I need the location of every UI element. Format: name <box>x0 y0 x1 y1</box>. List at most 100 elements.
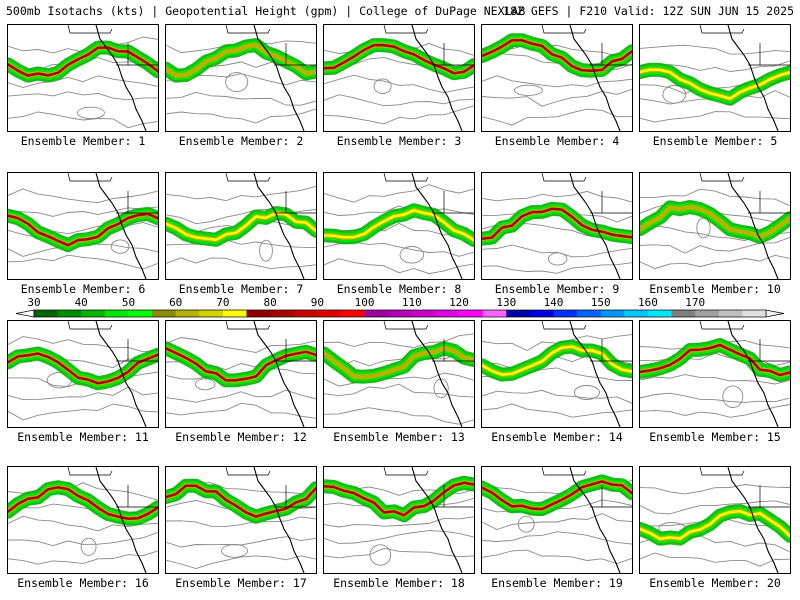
jet-core-isotach <box>166 43 316 77</box>
height-contour <box>324 372 474 387</box>
ensemble-member-label: Ensemble Member: 7 <box>178 282 304 296</box>
height-contour <box>640 374 790 385</box>
closed-height-contour <box>513 84 543 96</box>
colorbar-graphic: 30 40 50 60 70 80 90 100 110 120 130 140 150 160 170 <box>15 296 785 318</box>
colorbar-bin <box>742 310 767 317</box>
height-contour <box>8 254 158 270</box>
colorbar-min-arrow <box>15 309 35 318</box>
colorbar-bin <box>435 310 460 317</box>
colorbar-bin <box>482 310 507 317</box>
ensemble-member-label: Ensemble Member: 2 <box>178 134 304 148</box>
ensemble-map-panel <box>7 466 159 574</box>
colorbar-bin <box>695 310 720 317</box>
colorbar-bin <box>600 310 625 317</box>
colorbar-bin <box>152 310 176 317</box>
closed-height-contour <box>662 85 687 104</box>
height-contour <box>166 257 316 270</box>
ensemble-map-panel <box>323 466 475 574</box>
jet-core-isotach <box>324 43 474 75</box>
coastline <box>253 321 305 427</box>
political-borders <box>67 173 158 214</box>
height-contour <box>324 333 474 348</box>
header-run-info: 18Z GEFS | F210 Valid: 12Z SUN JUN 15 20… <box>503 4 794 18</box>
height-contour <box>482 549 632 565</box>
colorbar-bin <box>647 310 672 317</box>
coastline <box>569 321 621 427</box>
isotach-map <box>8 467 158 573</box>
political-borders <box>541 25 632 66</box>
ensemble-map-panel <box>165 172 317 280</box>
ensemble-map-panel <box>481 172 633 280</box>
isotach-map <box>166 467 316 573</box>
height-contour <box>8 403 158 421</box>
jet-core-isotach <box>482 345 632 376</box>
chart-header: 500mb Isotachs (kts) | Geopotential Heig… <box>4 2 796 20</box>
height-contour <box>166 91 316 106</box>
jet-core-isotach <box>166 211 316 242</box>
ensemble-member-label: Ensemble Member: 15 <box>649 430 781 444</box>
coastline <box>411 467 463 573</box>
ensemble-member-label: Ensemble Member: 13 <box>333 430 465 444</box>
political-borders <box>383 321 474 362</box>
isotach-map <box>482 467 632 573</box>
ensemble-member-label: Ensemble Member: 12 <box>175 430 307 444</box>
height-contour <box>482 403 632 418</box>
colorbar-bin <box>340 310 365 317</box>
isotach-map <box>640 25 790 131</box>
height-contour <box>8 206 158 217</box>
height-contour <box>166 516 316 527</box>
height-contour <box>8 531 158 547</box>
closed-height-contour <box>373 78 392 94</box>
height-contour <box>482 88 632 107</box>
height-contour <box>640 404 790 418</box>
closed-height-contour <box>80 537 97 556</box>
height-contour <box>8 482 158 501</box>
ensemble-member-label: Ensemble Member: 1 <box>20 134 146 148</box>
height-contour <box>482 389 632 404</box>
colorbar-bin <box>222 310 247 317</box>
jet-core-isotach <box>8 486 158 520</box>
coastline <box>95 173 147 279</box>
ensemble-member-label: Ensemble Member: 20 <box>649 576 781 590</box>
ensemble-map-panel <box>639 466 791 574</box>
isotach-map <box>324 173 474 279</box>
height-contour <box>8 91 158 101</box>
height-contour <box>324 74 474 94</box>
colorbar-tick-label: 120 <box>449 296 469 309</box>
colorbar-bin <box>553 310 578 317</box>
closed-height-contour <box>399 246 425 264</box>
height-contour <box>324 530 474 544</box>
jet-core-isotach <box>640 343 790 377</box>
height-contour <box>640 236 790 254</box>
height-contour <box>166 389 316 403</box>
colorbar-bin <box>364 310 389 317</box>
height-contour <box>482 262 632 274</box>
ensemble-member-label: Ensemble Member: 17 <box>175 576 307 590</box>
ensemble-member-label: Ensemble Member: 18 <box>333 576 465 590</box>
jet-core-isotach <box>166 347 316 382</box>
colorbar-bin <box>81 310 106 317</box>
political-borders <box>67 467 158 508</box>
coastline <box>727 467 779 573</box>
coastline <box>411 321 463 427</box>
ensemble-map-panel <box>481 24 633 132</box>
isotach-map <box>640 173 790 279</box>
isotach-map <box>8 321 158 427</box>
political-borders <box>67 321 158 362</box>
colorbar-max-arrow <box>765 309 785 318</box>
political-borders <box>383 467 474 508</box>
political-borders <box>67 25 158 66</box>
colorbar-tick-label: 70 <box>216 296 229 309</box>
closed-height-contour <box>433 378 449 399</box>
height-contour <box>8 75 158 88</box>
height-contour <box>8 111 158 129</box>
colorbar-bin <box>388 310 413 317</box>
ensemble-member-label: Ensemble Member: 14 <box>491 430 623 444</box>
jet-core-isotach <box>640 509 790 541</box>
ensemble-map-panel <box>165 466 317 574</box>
ensemble-map-panel <box>7 172 159 280</box>
height-contour <box>640 500 790 515</box>
coastline <box>253 25 305 131</box>
height-contour <box>324 258 474 275</box>
jet-core-isotach <box>8 212 158 247</box>
